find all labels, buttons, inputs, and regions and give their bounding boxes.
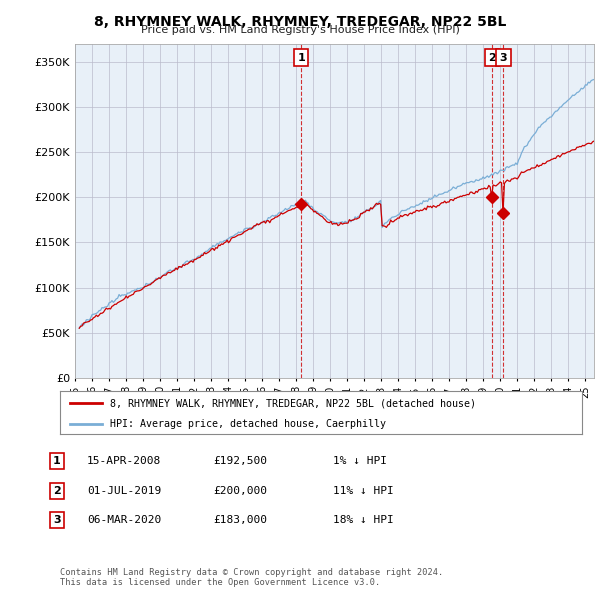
Text: £192,500: £192,500 <box>213 457 267 466</box>
Text: 18% ↓ HPI: 18% ↓ HPI <box>333 516 394 525</box>
Text: £183,000: £183,000 <box>213 516 267 525</box>
Text: 15-APR-2008: 15-APR-2008 <box>87 457 161 466</box>
Text: 01-JUL-2019: 01-JUL-2019 <box>87 486 161 496</box>
Text: Contains HM Land Registry data © Crown copyright and database right 2024.
This d: Contains HM Land Registry data © Crown c… <box>60 568 443 587</box>
Text: 2: 2 <box>488 53 496 63</box>
Text: 1: 1 <box>53 457 61 466</box>
Text: £200,000: £200,000 <box>213 486 267 496</box>
Text: 3: 3 <box>53 516 61 525</box>
Text: 8, RHYMNEY WALK, RHYMNEY, TREDEGAR, NP22 5BL: 8, RHYMNEY WALK, RHYMNEY, TREDEGAR, NP22… <box>94 15 506 29</box>
Text: 11% ↓ HPI: 11% ↓ HPI <box>333 486 394 496</box>
Text: 3: 3 <box>500 53 507 63</box>
Text: 06-MAR-2020: 06-MAR-2020 <box>87 516 161 525</box>
Text: HPI: Average price, detached house, Caerphilly: HPI: Average price, detached house, Caer… <box>110 419 386 430</box>
Text: Price paid vs. HM Land Registry's House Price Index (HPI): Price paid vs. HM Land Registry's House … <box>140 25 460 35</box>
Text: 2: 2 <box>53 486 61 496</box>
Text: 1: 1 <box>297 53 305 63</box>
Text: 1% ↓ HPI: 1% ↓ HPI <box>333 457 387 466</box>
Text: 8, RHYMNEY WALK, RHYMNEY, TREDEGAR, NP22 5BL (detached house): 8, RHYMNEY WALK, RHYMNEY, TREDEGAR, NP22… <box>110 398 476 408</box>
